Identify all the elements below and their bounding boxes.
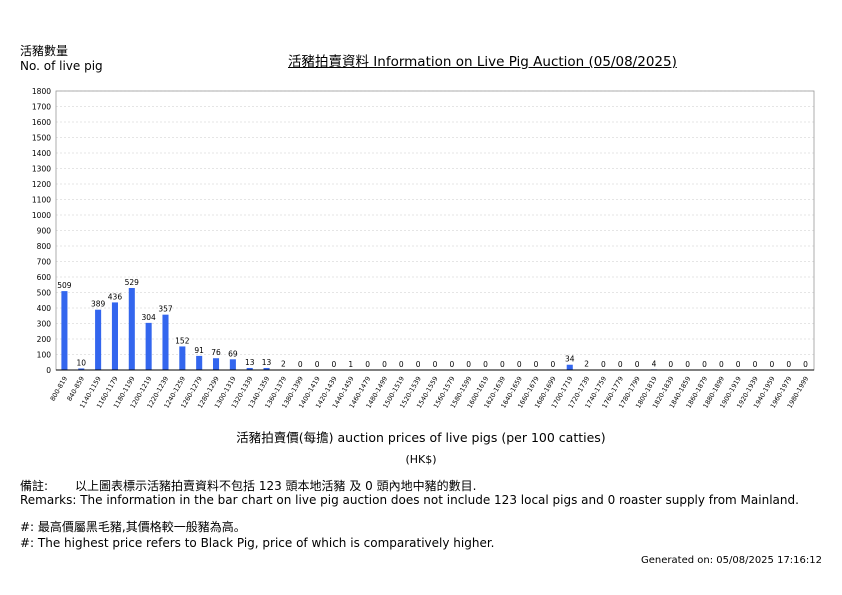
bar-value-label: 0: [298, 360, 303, 369]
bar-value-label: 0: [601, 360, 606, 369]
bar-value-label: 0: [668, 360, 673, 369]
y-tick-labels: 0 100 200 300 400 500 600 700 800 900 1000 1100 1200…: [32, 87, 51, 375]
bar-value-label: 13: [245, 358, 255, 367]
axes: [55, 90, 815, 371]
bar: [78, 368, 85, 370]
bar-value-label: 509: [57, 281, 72, 290]
bar: [111, 302, 118, 370]
generated-timestamp: Generated on: 05/08/2025 17:16:12: [641, 555, 822, 566]
y-tick-label: 1300: [32, 165, 51, 174]
grid-lines: [56, 90, 814, 355]
y-tick-label: 500: [37, 289, 52, 298]
bar-value-label: 0: [635, 360, 640, 369]
bar-value-label: 69: [228, 349, 238, 358]
x-axis-title: 活豬拍賣價(每擔) auction prices of live pigs (p…: [236, 430, 606, 445]
bar-value-label: 0: [769, 360, 774, 369]
bar-value-label: 0: [702, 360, 707, 369]
bar-value-label: 529: [125, 278, 140, 287]
bar: [212, 358, 220, 370]
remarks-label-zh: 備註:: [20, 479, 49, 493]
bar-value-label: 0: [753, 360, 758, 369]
bar-value-label: 4: [652, 359, 657, 368]
bar-value-label: 91: [194, 346, 204, 355]
y-tick-label: 1200: [32, 180, 51, 189]
y-tick-label: 200: [37, 335, 52, 344]
bar-value-label: 0: [719, 360, 724, 369]
bar-value-label: 0: [685, 360, 690, 369]
y-tick-label: 1100: [32, 196, 51, 205]
y-tick-label: 700: [37, 258, 52, 267]
bar-value-label: 389: [91, 300, 106, 309]
bar-value-label: 436: [108, 292, 123, 301]
y-tick-label: 1400: [32, 149, 51, 158]
bar: [128, 288, 135, 370]
bar-value-label: 0: [315, 360, 320, 369]
bar-value-label: 0: [786, 360, 791, 369]
bar: [196, 355, 203, 370]
y-tick-label: 1500: [32, 134, 51, 143]
y-axis-label-zh: 活豬數量: [20, 44, 69, 58]
y-tick-label: 1600: [32, 118, 51, 127]
bar-value-label: 0: [466, 360, 471, 369]
bar-value-label: 0: [365, 360, 370, 369]
bar-value-label: 0: [736, 360, 741, 369]
bar-value-label: 0: [803, 360, 808, 369]
y-tick-label: 300: [37, 320, 52, 329]
bar-value-label: 357: [158, 305, 173, 314]
bar: [162, 314, 169, 370]
y-tick-label: 600: [37, 273, 52, 282]
bar-value-label: 0: [449, 360, 454, 369]
bar-value-label: 76: [211, 348, 221, 357]
bar-value-label: 0: [483, 360, 488, 369]
bar-value-label: 0: [416, 360, 421, 369]
bar: [246, 367, 253, 370]
y-tick-label: 1800: [32, 87, 51, 96]
y-tick-label: 0: [46, 366, 51, 375]
bar: [61, 291, 68, 370]
bar-value-label: 13: [262, 358, 272, 367]
bar-chart: 0100200300400500600700800900100011001200…: [32, 87, 815, 410]
y-tick-label: 100: [37, 351, 52, 360]
bar-value-label: 0: [534, 360, 539, 369]
bar-value-label: 152: [175, 336, 190, 345]
bar-value-label: 0: [382, 360, 387, 369]
footnote-en: #: The highest price refers to Black Pig…: [20, 536, 495, 550]
bar-value-label: 34: [565, 355, 575, 364]
remarks-text-en: Remarks: The information in the bar char…: [20, 493, 799, 507]
bar-value-label: 2: [281, 360, 286, 369]
bar-value-label: 0: [551, 360, 556, 369]
bar-value-label: 0: [399, 360, 404, 369]
bar: [145, 322, 152, 370]
bar: [263, 367, 270, 370]
remarks-text-zh: 以上圖表標示活豬拍賣資料不包括 123 頭本地活豬 及 0 頭內地中豬的數目.: [75, 479, 477, 493]
currency-unit: (HK$): [405, 453, 437, 466]
bar-value-label: 0: [500, 360, 505, 369]
bar: [229, 359, 236, 370]
bar-value-label: 10: [76, 358, 86, 367]
bar-value-label: 0: [332, 360, 337, 369]
y-tick-label: 900: [37, 227, 52, 236]
bars: [61, 288, 658, 370]
y-tick-label: 1700: [32, 103, 51, 112]
bar-value-label: 2: [584, 360, 589, 369]
bar-value-label: 304: [141, 313, 156, 322]
y-axis-label-en: No. of live pig: [20, 59, 103, 73]
bar: [95, 309, 102, 370]
y-tick-label: 800: [37, 242, 52, 251]
bar: [179, 346, 186, 370]
bar: [566, 364, 573, 370]
footnote-zh: #: 最高價屬黑毛豬,其價格較一般豬為高。: [20, 520, 246, 534]
bar-value-label: 0: [517, 360, 522, 369]
y-tick-label: 1000: [32, 211, 51, 220]
bar-value-label: 1: [348, 360, 353, 369]
bar-value-label: 0: [618, 360, 623, 369]
x-tick-labels: 800-819840-8591140-11591160-11791180-119…: [49, 375, 811, 410]
bar-value-label: 0: [433, 360, 438, 369]
y-tick-label: 400: [37, 304, 52, 313]
chart-title: 活豬拍賣資料 Information on Live Pig Auction (…: [288, 54, 677, 70]
